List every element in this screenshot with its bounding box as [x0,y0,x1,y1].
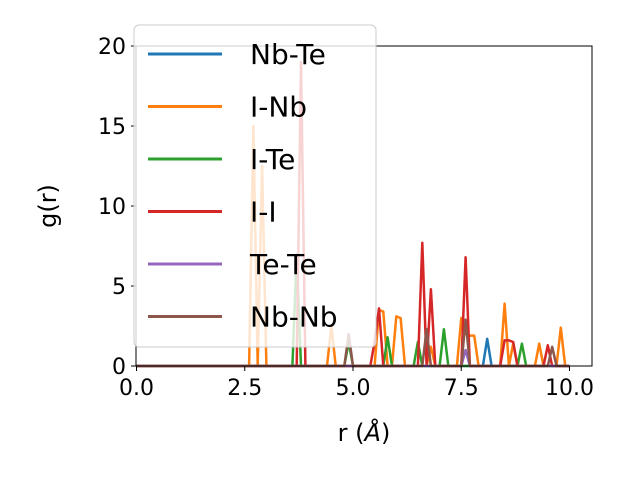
legend-label-0: Nb-Te [250,38,326,71]
ticks-layer: 0.0 2.5 5.0 7.5 10.0 0 5 10 15 20 [98,35,594,401]
legend-box [133,24,377,348]
y-tick-label: 0 [112,355,126,380]
x-axis-label-close: ) [381,419,390,447]
x-tick-label: 5.0 [336,376,371,401]
x-tick-label: 2.5 [227,376,262,401]
x-tick-label: 7.5 [444,376,479,401]
y-tick-label: 20 [98,35,126,60]
legend-label-5: Nb-Nb [250,301,338,334]
legend-label-2: I-Te [250,143,295,176]
legend-label-4: Te-Te [249,248,317,281]
x-tick-label: 10.0 [545,376,594,401]
x-tick-label: 0.0 [119,376,154,401]
legend-entries: Nb-Te I-Nb I-Te I-I Te-Te Nb-Nb [148,38,338,334]
legend-label-1: I-Nb [250,91,307,124]
y-tick-label: 10 [98,195,126,220]
y-axis-label: g(r) [34,184,62,228]
x-axis-label: r (Å) [338,418,391,447]
x-axis-label-text: r ( [338,419,365,447]
legend: Nb-Te I-Nb I-Te I-I Te-Te Nb-Nb [133,24,377,348]
y-tick-label: 15 [98,115,126,140]
y-tick-label: 5 [112,275,126,300]
legend-label-3: I-I [250,196,277,229]
x-axis-label-unit: Å [363,418,381,447]
